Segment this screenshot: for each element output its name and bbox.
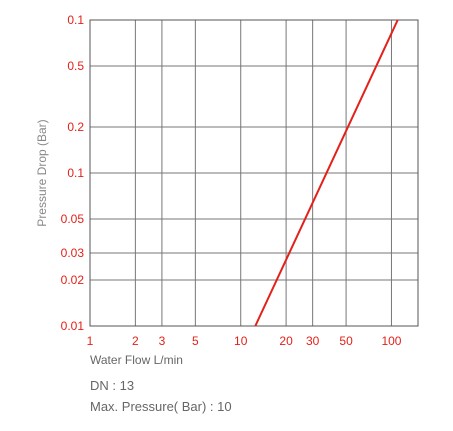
x-tick-label: 100 <box>381 334 401 348</box>
series-line <box>254 19 399 327</box>
x-tick-label: 50 <box>339 334 353 348</box>
x-axis-label: Water Flow L/min <box>90 353 183 367</box>
max-pressure-spec: Max. Pressure( Bar) : 10 <box>90 399 232 414</box>
x-tick-label: 30 <box>306 334 320 348</box>
plot-frame <box>89 19 419 327</box>
y-tick-label: 0.1 <box>67 166 84 180</box>
x-tick-label: 1 <box>87 334 94 348</box>
y-tick-label: 0.01 <box>61 319 85 333</box>
y-tick-label: 0.1 <box>67 13 84 27</box>
y-tick-label: 0.5 <box>67 59 84 73</box>
y-tick-label: 0.2 <box>67 120 84 134</box>
y-tick-label: 0.03 <box>61 246 85 260</box>
y-tick-label: 0.02 <box>61 273 85 287</box>
dn-spec: DN : 13 <box>90 378 135 393</box>
y-tick-labels: 0.01 0.02 0.03 0.05 0.1 0.2 0.5 0.1 <box>61 13 85 333</box>
grid-lines <box>89 19 418 327</box>
y-axis-label: Pressure Drop (Bar) <box>35 119 49 226</box>
y-tick-label: 0.05 <box>61 212 85 226</box>
x-tick-label: 2 <box>132 334 139 348</box>
x-tick-label: 20 <box>279 334 293 348</box>
x-tick-label: 3 <box>159 334 166 348</box>
x-tick-labels: 1 2 3 5 10 20 30 50 100 <box>87 334 402 348</box>
x-tick-label: 10 <box>234 334 248 348</box>
x-tick-label: 5 <box>192 334 199 348</box>
series-layer <box>254 19 399 327</box>
